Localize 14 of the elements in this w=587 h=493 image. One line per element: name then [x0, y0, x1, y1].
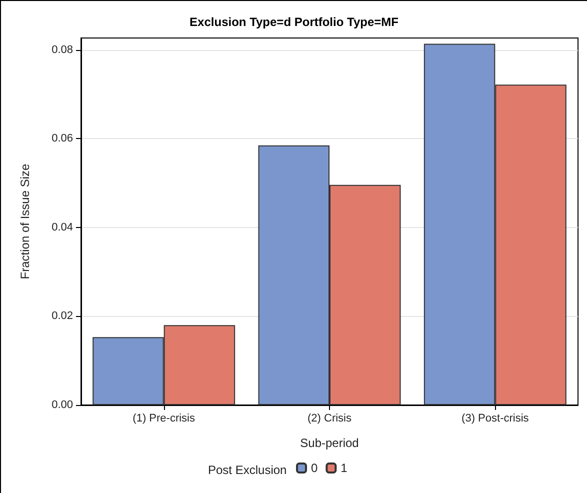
y-axis-title: Fraction of Issue Size [18, 163, 32, 280]
x-tick-label: (3) Post-crisis [462, 412, 530, 424]
y-tick-label: 0.06 [52, 132, 73, 145]
x-axis-title: Sub-period [300, 436, 359, 450]
legend-label: 0 [311, 461, 318, 475]
y-tick-label: 0.08 [52, 44, 73, 56]
legend-label: 1 [340, 461, 348, 475]
legend-title: Post Exclusion [208, 463, 287, 477]
chart-title: Exclusion Type=d Portfolio Type=MF [190, 15, 398, 29]
y-tick-label: 0.04 [52, 221, 73, 234]
x-tick-label: (1) Pre-crisis [132, 412, 196, 424]
y-tick-label: 0.02 [52, 310, 73, 322]
y-tick-label: 0.00 [52, 399, 73, 411]
x-tick-label: (2) Crisis [308, 412, 352, 424]
